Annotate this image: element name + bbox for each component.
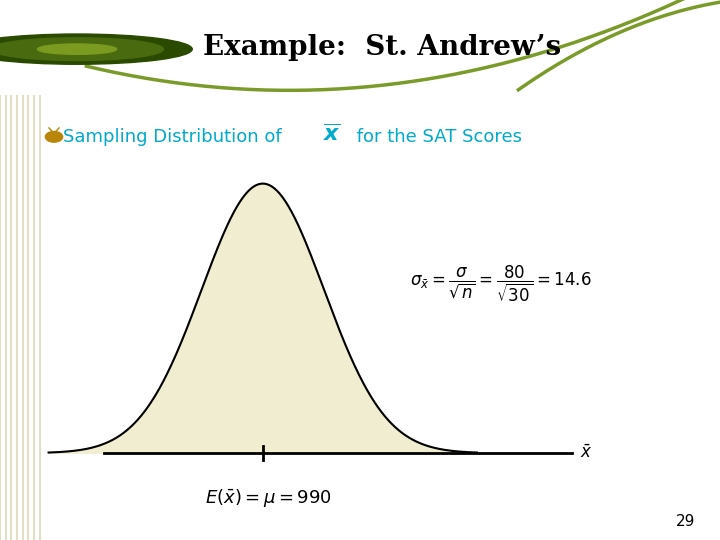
Text: $E(\bar{x}) = \mu = 990$: $E(\bar{x}) = \mu = 990$	[205, 487, 332, 509]
Circle shape	[0, 34, 192, 64]
Text: for the SAT Scores: for the SAT Scores	[351, 128, 523, 146]
Text: Example:  St. Andrew’s: Example: St. Andrew’s	[202, 33, 561, 60]
Text: $\overline{\boldsymbol{x}}$: $\overline{\boldsymbol{x}}$	[323, 125, 341, 146]
Text: $\sigma_{\bar{x}} = \dfrac{\sigma}{\sqrt{n}} = \dfrac{80}{\sqrt{30}} = 14.6$: $\sigma_{\bar{x}} = \dfrac{\sigma}{\sqrt…	[410, 264, 591, 304]
Text: Sampling Distribution of: Sampling Distribution of	[63, 128, 288, 146]
Circle shape	[45, 131, 63, 142]
Text: $\bar{x}$: $\bar{x}$	[580, 444, 592, 462]
Polygon shape	[48, 184, 477, 453]
Text: 29: 29	[675, 514, 695, 529]
Circle shape	[37, 44, 117, 55]
Circle shape	[0, 38, 163, 60]
